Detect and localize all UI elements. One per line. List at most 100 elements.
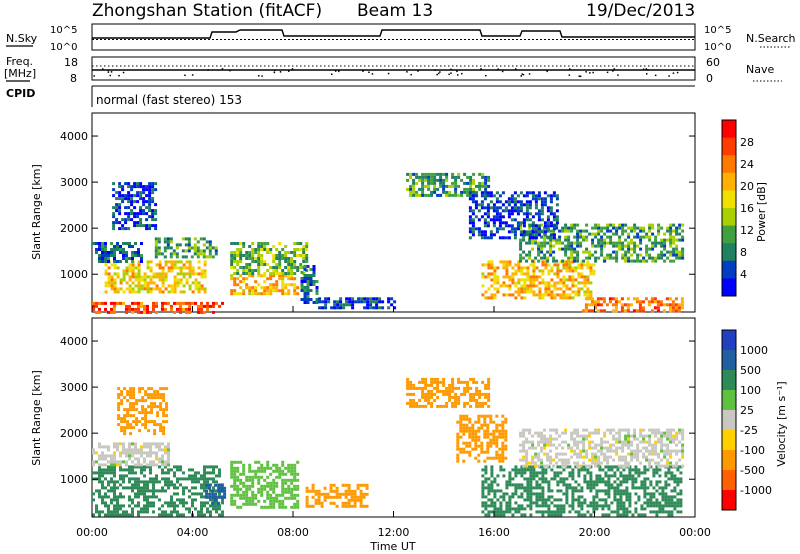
- heatmap-cell: [406, 172, 410, 176]
- heatmap-cell: [565, 266, 569, 270]
- heatmap-cell: [504, 209, 508, 213]
- heatmap-cell: [496, 489, 500, 493]
- freq-point: [371, 73, 374, 75]
- heatmap-cell: [137, 465, 140, 469]
- heatmap-cell: [164, 480, 167, 484]
- heatmap-cell: [463, 389, 467, 393]
- heatmap-cell: [556, 471, 560, 475]
- heatmap-cell: [128, 477, 131, 481]
- heatmap-cell: [278, 499, 282, 503]
- heatmap-cell: [600, 250, 604, 254]
- heatmap-cell: [442, 392, 446, 396]
- heatmap-cell: [493, 293, 497, 297]
- heatmap-cell: [526, 486, 530, 490]
- heatmap-cell: [351, 300, 355, 304]
- heatmap-cell: [155, 489, 158, 493]
- heatmap-cell: [158, 275, 162, 279]
- heatmap-cell: [519, 449, 523, 453]
- heatmap-cell: [150, 402, 154, 406]
- heatmap-cell: [191, 269, 195, 273]
- heatmap-cell: [628, 474, 632, 478]
- heatmap-cell: [589, 483, 593, 487]
- heatmap-cell: [125, 242, 128, 245]
- heatmap-cell: [160, 252, 164, 256]
- heatmap-cell: [188, 507, 191, 511]
- heatmap-cell: [233, 487, 237, 491]
- heatmap-cell: [153, 402, 157, 406]
- heatmap-cell: [526, 492, 530, 496]
- heatmap-cell: [287, 257, 291, 260]
- heatmap-cell: [648, 247, 652, 251]
- heatmap-cell: [200, 495, 203, 499]
- heatmap-cell: [573, 443, 577, 447]
- heatmap-cell: [549, 440, 553, 444]
- heatmap-cell: [188, 468, 191, 472]
- heatmap-cell: [148, 227, 152, 231]
- heatmap-cell: [523, 266, 527, 270]
- heatmap-cell: [146, 442, 149, 446]
- heatmap-cell: [436, 386, 440, 390]
- heatmap-cell: [143, 510, 146, 514]
- heatmap-cell: [375, 297, 379, 301]
- heatmap-cell: [107, 278, 111, 282]
- heatmap-cell: [242, 496, 246, 500]
- heatmap-cell: [143, 304, 146, 308]
- heatmap-cell: [162, 420, 166, 424]
- heatmap-cell: [658, 468, 662, 472]
- heatmap-cell: [596, 297, 600, 301]
- heatmap-cell: [302, 251, 306, 254]
- heatmap-cell: [457, 380, 461, 384]
- heatmap-cell: [104, 468, 107, 472]
- heatmap-cell: [466, 383, 470, 387]
- freq-scatter: [93, 68, 679, 78]
- heatmap-cell: [104, 251, 107, 254]
- heatmap-cell: [107, 448, 110, 452]
- heatmap-cell: [640, 504, 644, 508]
- heatmap-cell: [275, 269, 279, 272]
- heatmap-cell: [188, 284, 192, 288]
- heatmap-cell: [110, 251, 113, 254]
- heatmap-cell: [577, 489, 581, 493]
- heatmap-cell: [137, 263, 141, 267]
- heatmap-cell: [552, 236, 556, 240]
- heatmap-cell: [161, 290, 165, 294]
- heatmap-cell: [233, 472, 237, 476]
- heatmap-cell: [639, 235, 643, 239]
- heatmap-cell: [493, 272, 497, 276]
- heatmap-cell: [141, 387, 145, 391]
- heatmap-cell: [613, 510, 617, 514]
- heatmap-cell: [484, 507, 488, 511]
- heatmap-cell: [112, 227, 116, 231]
- heatmap-cell: [627, 431, 631, 435]
- heatmap-cell: [667, 483, 671, 487]
- heatmap-cell: [149, 266, 153, 270]
- heatmap-cell: [122, 460, 125, 464]
- heatmap-cell: [668, 306, 672, 310]
- heatmap-cell: [558, 229, 562, 233]
- heatmap-cell: [278, 472, 282, 476]
- heatmap-cell: [489, 441, 493, 445]
- heatmap-cell: [507, 236, 511, 240]
- heatmap-cell: [625, 474, 629, 478]
- heatmap-cell: [188, 510, 191, 514]
- heatmap-cell: [667, 504, 671, 508]
- heatmap-cell: [140, 510, 143, 514]
- heatmap-cell: [661, 507, 665, 511]
- heatmap-cell: [562, 504, 566, 508]
- heatmap-cell: [125, 454, 128, 458]
- heatmap-cell: [678, 449, 682, 453]
- heatmap-cell: [553, 272, 557, 276]
- heatmap-cell: [152, 480, 155, 484]
- freq-point: [410, 73, 412, 76]
- heatmap-cell: [296, 502, 300, 506]
- heatmap-cell: [200, 310, 203, 314]
- heatmap-cell: [208, 492, 212, 496]
- heatmap-cell: [203, 272, 207, 276]
- heatmap-cell: [680, 300, 684, 304]
- heatmap-cell: [529, 498, 533, 502]
- heatmap-cell: [137, 266, 141, 270]
- heatmap-cell: [101, 257, 104, 260]
- heatmap-cell: [164, 477, 167, 481]
- heatmap-cell: [534, 431, 538, 435]
- heatmap-cell: [593, 306, 597, 310]
